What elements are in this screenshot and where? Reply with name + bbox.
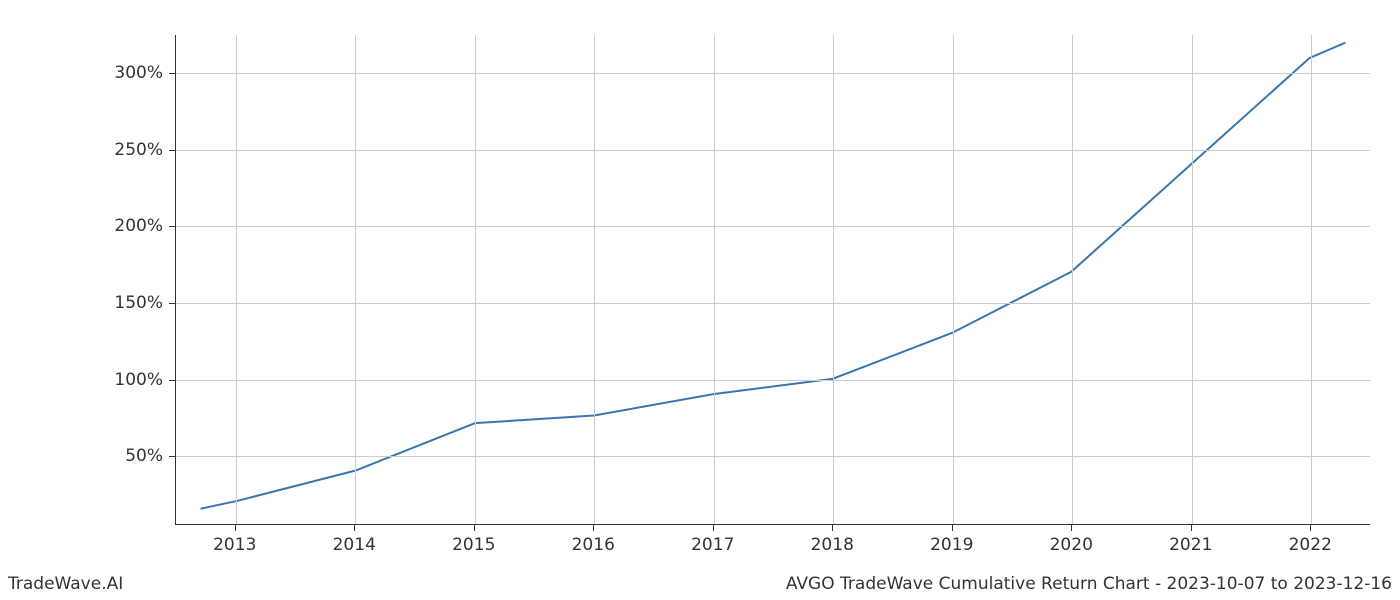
y-tick-label: 50% xyxy=(125,446,163,466)
grid-line-vertical xyxy=(953,35,954,524)
x-tick-mark xyxy=(235,525,236,531)
x-tick-label: 2022 xyxy=(1289,535,1332,555)
x-tick-mark xyxy=(1310,525,1311,531)
grid-line-vertical xyxy=(1192,35,1193,524)
y-tick-mark xyxy=(169,380,175,381)
y-tick-mark xyxy=(169,303,175,304)
x-tick-mark xyxy=(832,525,833,531)
x-tick-label: 2016 xyxy=(572,535,615,555)
y-tick-label: 100% xyxy=(114,370,163,390)
x-tick-label: 2018 xyxy=(811,535,854,555)
x-tick-label: 2020 xyxy=(1050,535,1093,555)
grid-line-horizontal xyxy=(176,150,1370,151)
chart-caption: AVGO TradeWave Cumulative Return Chart -… xyxy=(786,574,1392,594)
grid-line-horizontal xyxy=(176,226,1370,227)
y-tick-label: 300% xyxy=(114,63,163,83)
y-tick-mark xyxy=(169,73,175,74)
grid-line-vertical xyxy=(1072,35,1073,524)
y-tick-mark xyxy=(169,150,175,151)
x-tick-label: 2013 xyxy=(213,535,256,555)
x-tick-label: 2014 xyxy=(333,535,376,555)
grid-line-vertical xyxy=(355,35,356,524)
return-line xyxy=(201,43,1346,509)
grid-line-vertical xyxy=(475,35,476,524)
chart-container: TradeWave.AI AVGO TradeWave Cumulative R… xyxy=(0,0,1400,600)
watermark-left: TradeWave.AI xyxy=(8,574,123,594)
x-tick-mark xyxy=(713,525,714,531)
grid-line-vertical xyxy=(833,35,834,524)
grid-line-horizontal xyxy=(176,456,1370,457)
grid-line-vertical xyxy=(1311,35,1312,524)
x-tick-label: 2015 xyxy=(452,535,495,555)
y-tick-mark xyxy=(169,456,175,457)
y-tick-label: 200% xyxy=(114,216,163,236)
y-tick-mark xyxy=(169,226,175,227)
x-tick-label: 2019 xyxy=(930,535,973,555)
y-tick-label: 150% xyxy=(114,293,163,313)
x-tick-label: 2021 xyxy=(1169,535,1212,555)
x-tick-mark xyxy=(474,525,475,531)
grid-line-vertical xyxy=(594,35,595,524)
y-tick-label: 250% xyxy=(114,140,163,160)
plot-area xyxy=(175,35,1370,525)
x-tick-mark xyxy=(593,525,594,531)
grid-line-horizontal xyxy=(176,303,1370,304)
grid-line-horizontal xyxy=(176,73,1370,74)
x-tick-mark xyxy=(1191,525,1192,531)
grid-line-vertical xyxy=(236,35,237,524)
x-tick-label: 2017 xyxy=(691,535,734,555)
grid-line-vertical xyxy=(714,35,715,524)
x-tick-mark xyxy=(952,525,953,531)
x-tick-mark xyxy=(354,525,355,531)
x-tick-mark xyxy=(1071,525,1072,531)
grid-line-horizontal xyxy=(176,380,1370,381)
